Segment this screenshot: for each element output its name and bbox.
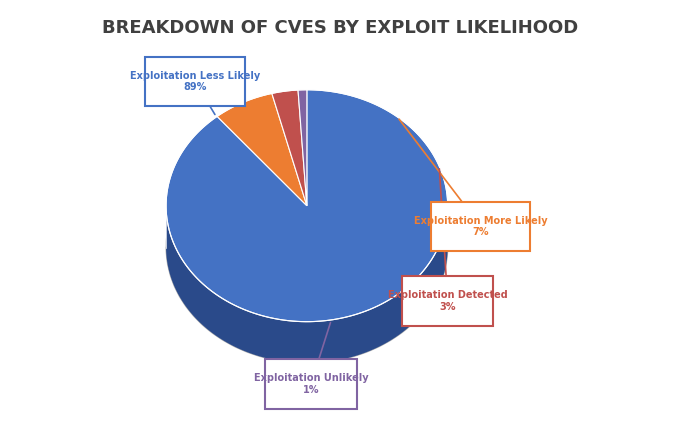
Polygon shape	[166, 206, 447, 363]
FancyBboxPatch shape	[146, 56, 245, 106]
Text: Exploitation Less Likely
89%: Exploitation Less Likely 89%	[130, 71, 260, 92]
Text: Exploitation Detected
3%: Exploitation Detected 3%	[388, 290, 507, 312]
Text: Exploitation More Likely
7%: Exploitation More Likely 7%	[414, 216, 547, 237]
Polygon shape	[166, 90, 447, 322]
Polygon shape	[298, 90, 307, 206]
FancyBboxPatch shape	[431, 202, 530, 251]
Text: Exploitation Unlikely
1%: Exploitation Unlikely 1%	[254, 373, 369, 395]
FancyBboxPatch shape	[265, 359, 356, 409]
Polygon shape	[272, 90, 307, 206]
Text: BREAKDOWN OF CVES BY EXPLOIT LIKELIHOOD: BREAKDOWN OF CVES BY EXPLOIT LIKELIHOOD	[102, 19, 578, 37]
Polygon shape	[217, 93, 307, 206]
Ellipse shape	[166, 131, 447, 363]
FancyBboxPatch shape	[402, 276, 493, 326]
